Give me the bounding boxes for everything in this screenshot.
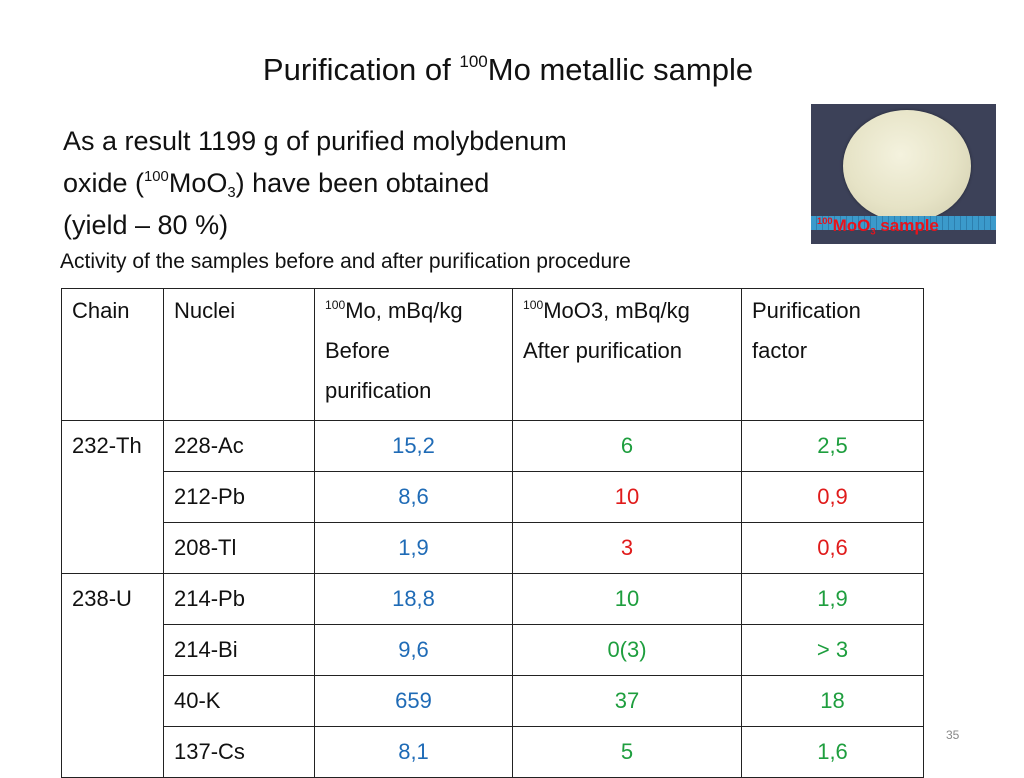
chain-cell: 238-U: [61, 573, 164, 778]
before-cell: 9,6: [314, 624, 513, 676]
result-line-2: oxide (100MoO3) have been obtained: [63, 162, 763, 204]
after-cell: 6: [512, 420, 742, 472]
nucleus-cell: 214-Bi: [163, 624, 315, 676]
after-cell: 10: [512, 471, 742, 523]
factor-cell: 0,9: [741, 471, 924, 523]
result-text: As a result 1199 g of purified molybdenu…: [63, 120, 763, 246]
after-cell: 3: [512, 522, 742, 574]
header-before-line2: Before: [325, 338, 390, 363]
photo-caption-subscript: 3: [870, 226, 876, 237]
result-line-2-isotope: 100: [144, 168, 169, 185]
photo-caption-tail: sample: [875, 216, 939, 235]
header-after: 100MoO3, mBq/kg After purification: [512, 288, 742, 421]
sample-photo: 100MoO3 sample: [811, 104, 996, 244]
factor-cell: 18: [741, 675, 924, 727]
title-isotope: 100: [459, 52, 488, 72]
result-line-1: As a result 1199 g of purified molybdenu…: [63, 126, 567, 156]
table-row: 232-Th 228-Ac 15,2 6 2,5: [61, 420, 924, 574]
after-cell: 5: [512, 726, 742, 778]
result-line-2-prefix: oxide (: [63, 168, 145, 198]
page-number: 35: [946, 728, 960, 742]
header-factor-line1: Purification: [752, 298, 861, 323]
result-line-2-subscript: 3: [227, 185, 236, 202]
after-cell: 10: [512, 573, 742, 625]
table-row: 208-Tl 1,9 3 0,6: [62, 522, 924, 574]
after-cell: 37: [512, 675, 742, 727]
photo-caption: 100MoO3 sample: [817, 216, 939, 236]
nucleus-cell: 208-Tl: [163, 522, 315, 574]
table-header-row: Chain Nuclei 100Mo, mBq/kg Before purifica…: [61, 288, 924, 421]
before-cell: 8,1: [314, 726, 513, 778]
ruler: [811, 216, 996, 230]
header-after-unit: MoO3, mBq/kg: [543, 298, 690, 323]
result-line-2-compound: MoO: [168, 168, 228, 198]
table-row: 137-Cs 8,1 5 1,6: [62, 726, 924, 778]
table-row: 238-U 214-Pb 18,8 10 1,9: [61, 573, 924, 778]
header-before-unit: Mo, mBq/kg: [345, 298, 463, 323]
header-before-isotope: 100: [325, 297, 346, 312]
title-rest: Mo metallic sample: [487, 52, 754, 87]
title-prefix: Purification of: [262, 52, 460, 87]
sample-disc: [843, 110, 971, 222]
before-cell: 8,6: [314, 471, 513, 523]
after-cell: 0(3): [512, 624, 742, 676]
factor-cell: > 3: [741, 624, 924, 676]
factor-cell: 1,6: [741, 726, 924, 778]
chain-cell: 232-Th: [61, 420, 164, 574]
result-line-2-suffix: ) have been obtained: [235, 168, 490, 198]
factor-cell: 1,9: [741, 573, 924, 625]
nucleus-cell: 137-Cs: [163, 726, 315, 778]
before-cell: 15,2: [314, 420, 513, 472]
photo-caption-isotope: 100: [817, 216, 833, 226]
before-cell: 659: [314, 675, 513, 727]
activity-table: Chain Nuclei 100Mo, mBq/kg Before purifica…: [61, 288, 924, 778]
factor-cell: 2,5: [741, 420, 924, 472]
header-after-line2: After purification: [523, 338, 682, 363]
header-factor: Purification factor: [741, 288, 924, 421]
table-row: 214-Bi 9,6 0(3) > 3: [62, 624, 924, 676]
nucleus-cell: 228-Ac: [163, 420, 315, 472]
nucleus-cell: 212-Pb: [163, 471, 315, 523]
table-row: 212-Pb 8,6 10 0,9: [62, 471, 924, 523]
header-after-isotope: 100: [523, 297, 544, 312]
header-nuclei: Nuclei: [163, 288, 315, 421]
table-caption: Activity of the samples before and after…: [60, 250, 631, 273]
header-before: 100Mo, mBq/kg Before purification: [314, 288, 513, 421]
before-cell: 1,9: [314, 522, 513, 574]
slide-title: Purification of 100Mo metallic sample: [0, 52, 1016, 88]
header-before-line3: purification: [325, 378, 432, 403]
result-line-3: (yield – 80 %): [63, 210, 229, 240]
header-chain: Chain: [61, 288, 164, 421]
before-cell: 18,8: [314, 573, 513, 625]
table-row: 40-K 659 37 18: [62, 675, 924, 727]
photo-caption-compound: MoO: [832, 216, 871, 235]
header-factor-line2: factor: [752, 338, 808, 363]
nucleus-cell: 214-Pb: [163, 573, 315, 625]
factor-cell: 0,6: [741, 522, 924, 574]
nucleus-cell: 40-K: [163, 675, 315, 727]
